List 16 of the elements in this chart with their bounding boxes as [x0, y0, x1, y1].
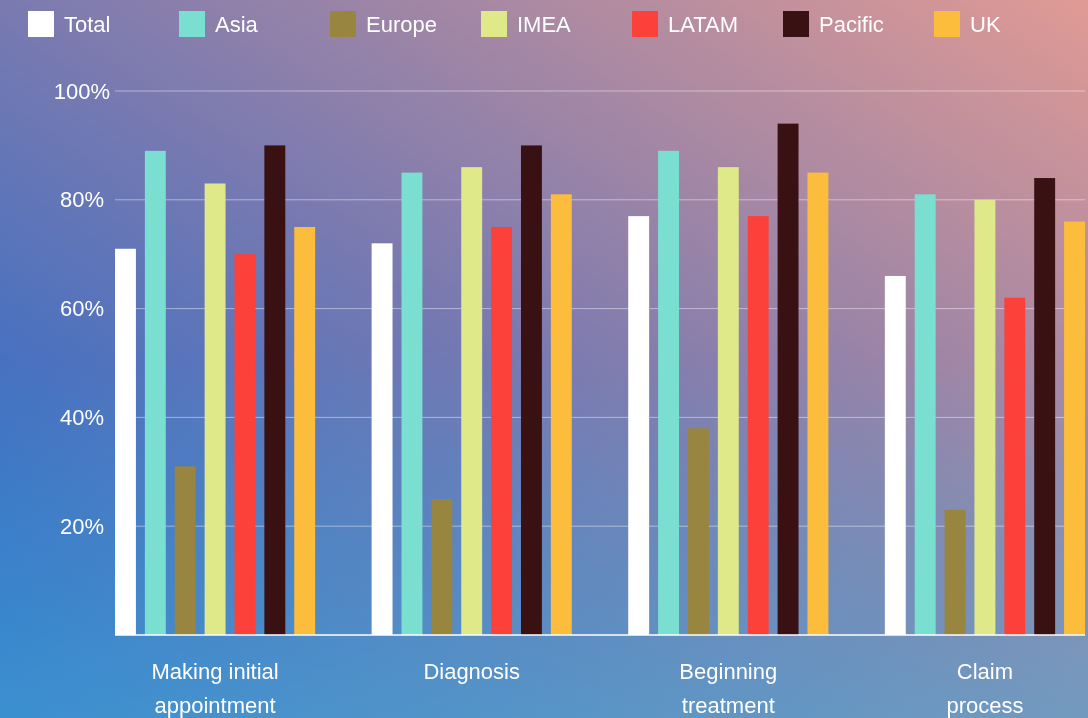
y-tick-label: 100%: [53, 78, 111, 104]
y-tick-label: 80%: [59, 187, 105, 213]
legend-label: Total: [64, 11, 111, 37]
legend-label: Pacific: [819, 11, 884, 37]
legend-label: IMEA: [517, 11, 572, 37]
y-tick-label: 20%: [59, 513, 105, 539]
y-tick-label: 60%: [59, 296, 105, 322]
legend-label: Europe: [366, 11, 437, 37]
legend-label: LATAM: [668, 11, 739, 37]
legend-label: UK: [970, 11, 1001, 37]
x-tick-label: Diagnosis: [423, 659, 520, 684]
x-tick-label: Making initial appointment: [151, 659, 279, 718]
y-tick-label: 40%: [59, 404, 105, 430]
x-tick-label: Claim process: [946, 659, 1024, 718]
x-tick-label: Beginning treatment: [679, 659, 778, 718]
legend-label: Asia: [215, 11, 259, 37]
